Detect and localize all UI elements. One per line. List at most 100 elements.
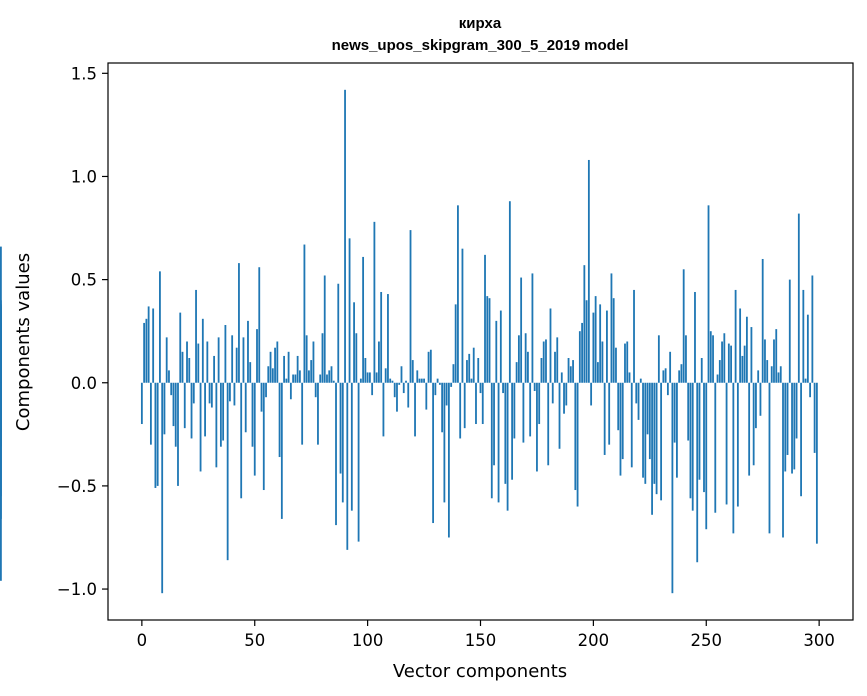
- bar: [630, 382, 633, 468]
- bar: [418, 378, 421, 383]
- bar: [224, 325, 227, 383]
- bar: [610, 273, 613, 383]
- bar: [378, 341, 380, 383]
- bar: [712, 335, 714, 383]
- bar: [689, 382, 692, 499]
- bar: [515, 362, 518, 383]
- bar: [572, 360, 574, 383]
- bar: [551, 382, 554, 404]
- bar: [721, 341, 723, 383]
- y-axis-ticks: −1.0 −0.5 0.0 0.5 1.0 1.5: [57, 64, 108, 599]
- bar: [432, 382, 434, 524]
- x-axis-label: Vector components: [393, 661, 567, 682]
- bar: [587, 159, 590, 383]
- bar: [159, 271, 161, 383]
- bar: [371, 382, 374, 396]
- bar: [520, 277, 523, 383]
- bar: [409, 230, 412, 383]
- bar: [262, 382, 265, 491]
- bar: [382, 382, 385, 437]
- bar: [741, 355, 744, 383]
- bar: [434, 382, 437, 396]
- bar: [414, 382, 416, 437]
- bar: [651, 382, 653, 515]
- bar: [718, 360, 721, 383]
- bar: [163, 382, 166, 435]
- bar: [655, 382, 658, 495]
- bar: [775, 329, 778, 383]
- bar: [238, 263, 240, 383]
- bar: [793, 382, 796, 470]
- bar: [359, 378, 362, 383]
- bar: [660, 382, 663, 501]
- bar: [531, 273, 534, 383]
- bar: [766, 360, 769, 383]
- bar: [601, 341, 604, 383]
- bar: [276, 341, 279, 383]
- bar: [504, 382, 507, 484]
- bar-series: [0, 89, 818, 594]
- bar: [0, 304, 2, 383]
- bar: [517, 335, 520, 383]
- bar: [714, 382, 717, 513]
- bar: [384, 368, 387, 383]
- bar: [443, 382, 446, 503]
- bar: [468, 353, 471, 383]
- bar: [337, 283, 340, 383]
- bar: [393, 382, 396, 398]
- bar: [475, 382, 477, 425]
- bar: [256, 329, 258, 383]
- bar: [565, 382, 568, 406]
- bar: [373, 221, 376, 383]
- bar: [727, 343, 730, 383]
- x-tick-label: 200: [578, 631, 610, 650]
- bar: [547, 382, 550, 466]
- bar: [197, 343, 200, 383]
- bar: [353, 302, 355, 383]
- bar: [470, 378, 473, 383]
- bar: [499, 310, 502, 383]
- bar: [174, 382, 177, 447]
- bar: [229, 382, 231, 402]
- bar: [687, 382, 690, 441]
- bar: [585, 300, 588, 383]
- bar: [0, 382, 2, 389]
- bar: [770, 366, 773, 383]
- bar: [644, 382, 647, 484]
- bar: [240, 382, 243, 499]
- bar: [143, 322, 146, 383]
- bar: [490, 382, 493, 499]
- bar: [813, 382, 816, 453]
- bar: [538, 382, 541, 425]
- bar: [346, 382, 349, 550]
- bar: [698, 382, 701, 480]
- bar: [355, 333, 358, 383]
- bar: [348, 238, 351, 383]
- bar: [797, 213, 800, 383]
- bar: [292, 374, 295, 383]
- bar: [777, 372, 780, 383]
- bar: [217, 337, 220, 383]
- bar: [809, 382, 812, 398]
- bar: [581, 322, 583, 383]
- bar: [782, 382, 784, 538]
- bar: [258, 267, 261, 383]
- bar: [165, 337, 168, 383]
- bar: [208, 382, 211, 404]
- bar: [195, 289, 197, 383]
- bar: [294, 374, 297, 383]
- bar: [479, 382, 482, 394]
- bar: [678, 370, 681, 383]
- bar: [804, 378, 807, 383]
- bar: [459, 382, 462, 439]
- bar: [170, 382, 173, 396]
- bar: [745, 316, 748, 383]
- bar: [506, 382, 509, 511]
- bar: [321, 333, 324, 383]
- x-tick-label: 100: [352, 631, 384, 650]
- bar: [802, 289, 805, 383]
- bar: [407, 382, 410, 408]
- bar: [244, 382, 247, 433]
- bar: [730, 345, 732, 383]
- bar: [764, 339, 766, 383]
